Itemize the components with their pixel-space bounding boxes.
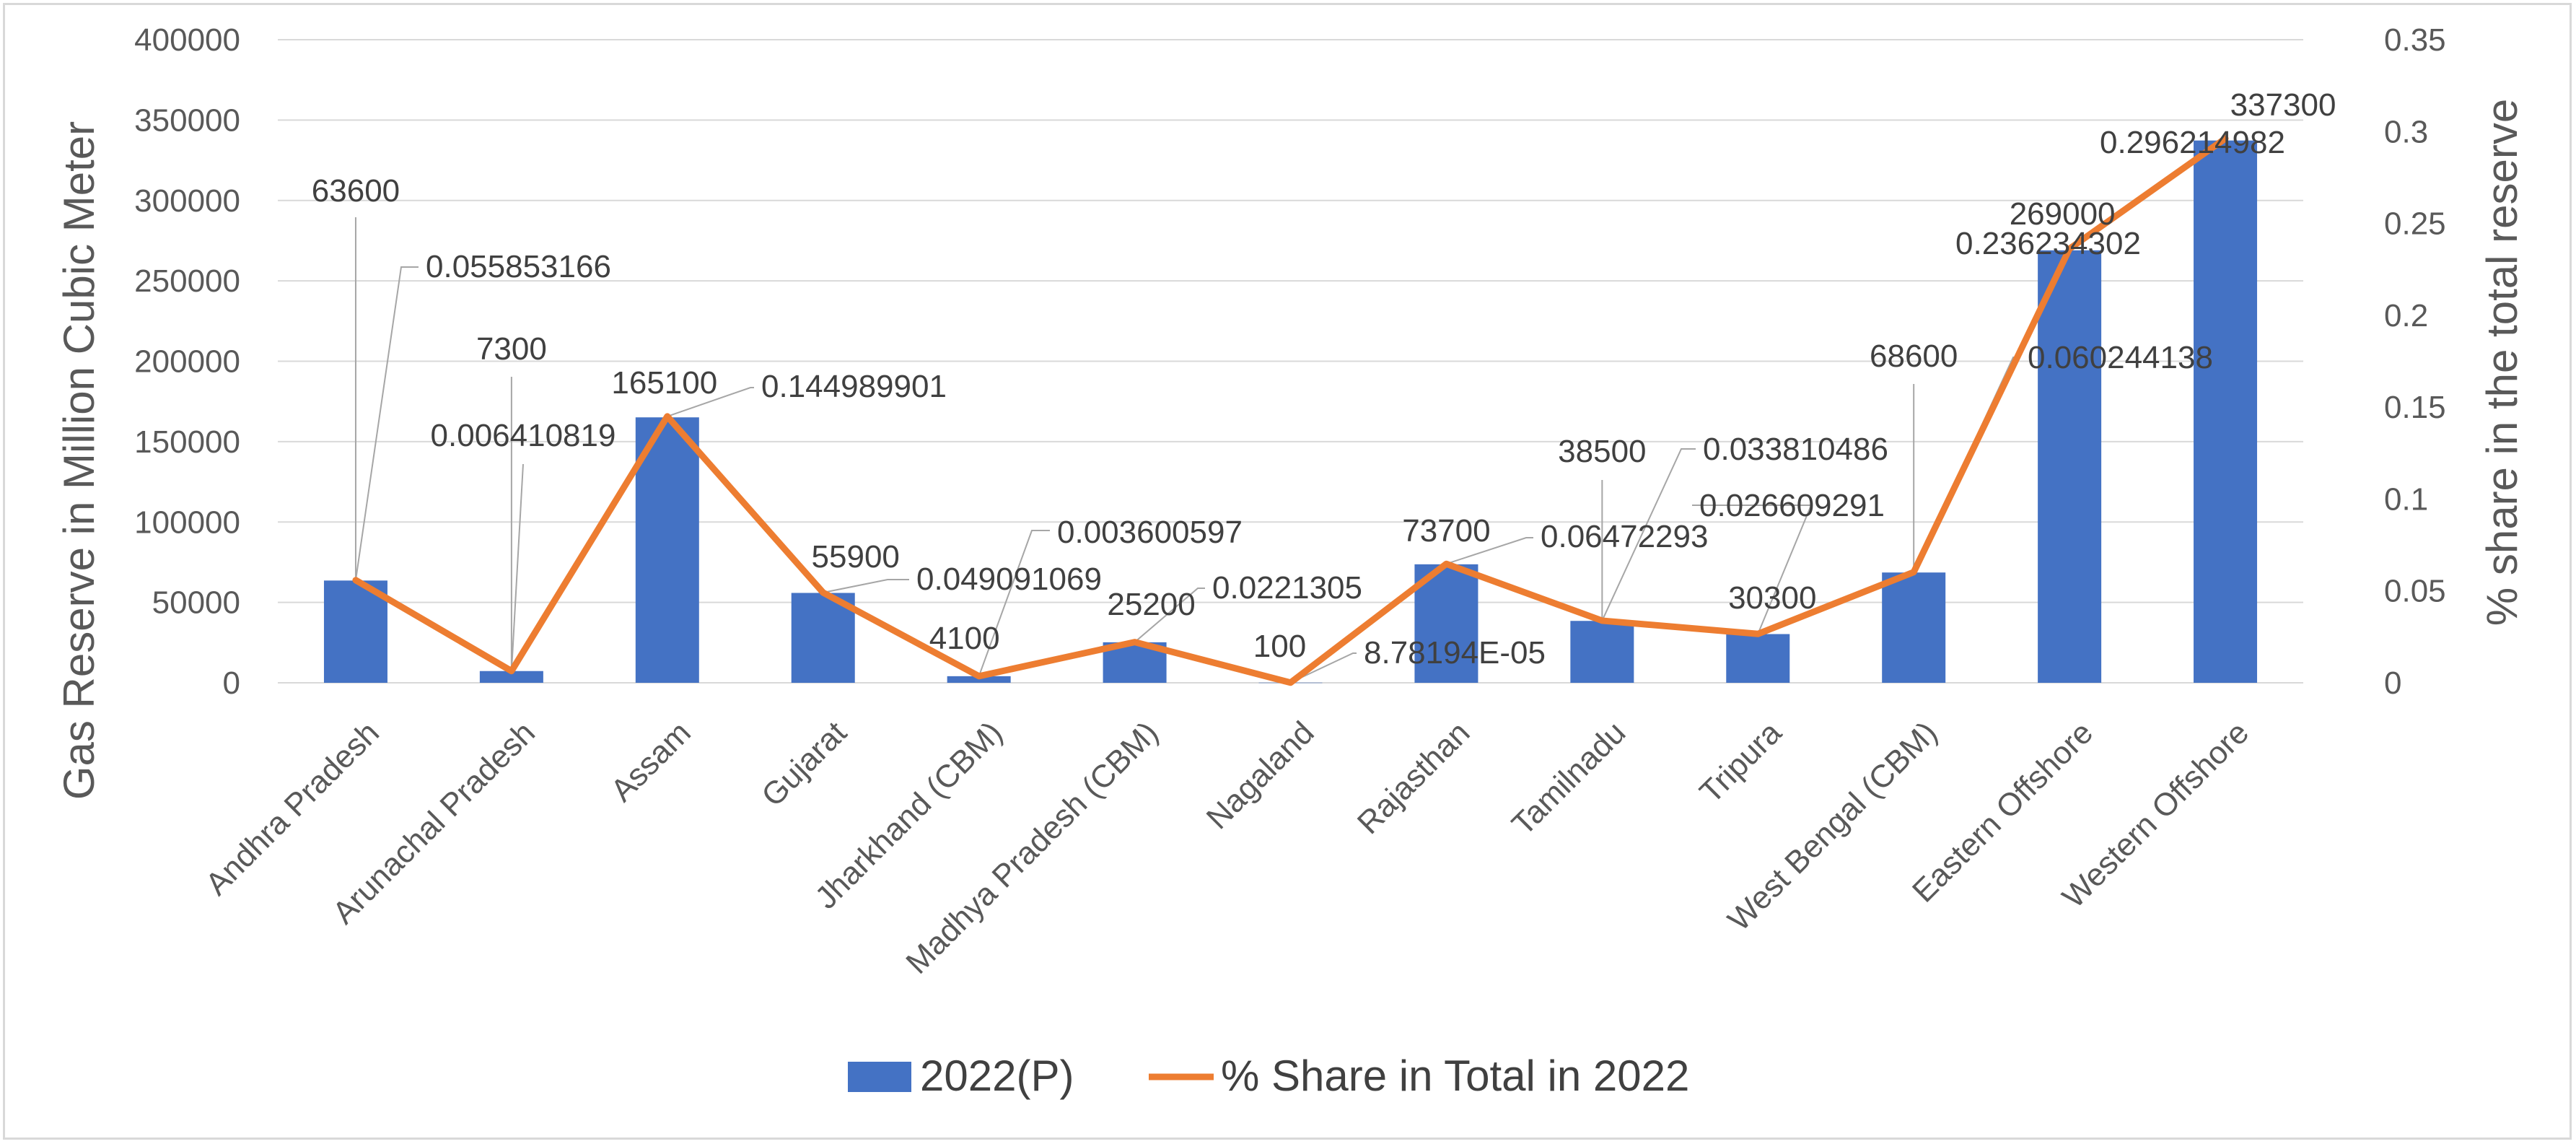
bar-data-label: 38500 [1558,434,1646,469]
bar-series [323,140,2258,684]
bar-data-labels: 63600 7300 165100 55900 4100 25200 100 73700 385… [312,87,2336,664]
left-tick-label: 150000 [134,424,240,460]
right-tick-label: 0.15 [2384,390,2446,425]
legend: 2022(P) % Share in Total in 2022 [848,1052,1689,1100]
y2-axis-title: % share in the total reserve [2478,99,2526,626]
leader-line [823,579,909,594]
line-point [354,579,356,581]
line-point [2225,137,2227,139]
bar-data-label: 7300 [476,331,547,367]
category-label: Assam [604,715,698,808]
bar-data-label: 4100 [929,621,1000,656]
gridlines [278,39,2303,684]
line-data-label: 0.296214982 [2100,125,2285,160]
right-tick-label: 0.3 [2384,114,2428,149]
line-point [2069,248,2071,250]
line-point [978,675,980,677]
legend-swatch-bar [848,1062,911,1092]
line-data-label: 0.06472293 [1541,519,1708,554]
line-point [1601,619,1603,621]
leader-line [667,387,754,417]
line-point [510,670,512,672]
left-tick-label: 100000 [134,505,240,540]
bar-data-label: 73700 [1402,513,1490,549]
left-tick-label: 350000 [134,102,240,138]
leader-line [978,530,1050,677]
left-tick-label: 200000 [134,344,240,380]
category-label: Madhya Pradesh (CBM) [899,715,1165,980]
bar [323,580,387,683]
line-point [1445,563,1447,565]
line-point [666,415,668,417]
line-series [352,135,2229,686]
line-data-label: 0.006410819 [431,418,616,453]
bar [2194,140,2258,683]
bar [2038,250,2102,683]
right-tick-label: 0.1 [2384,481,2428,517]
line-data-labels: 0.055853166 0.006410819 0.144989901 0.04909… [426,125,2285,671]
line-data-label: 0.144989901 [761,369,947,404]
line-data-label: 0.055853166 [426,249,611,284]
bar [791,593,855,683]
legend-label-line: % Share in Total in 2022 [1221,1052,1689,1100]
right-tick-label: 0.2 [2384,298,2428,333]
line-data-label: 0.003600597 [1057,515,1243,550]
y-axis-title: Gas Reserve in Million Cubic Meter [55,121,103,800]
right-tick-label: 0.35 [2384,22,2446,58]
right-tick-label: 0.25 [2384,206,2446,242]
bar-data-label: 30300 [1728,580,1816,616]
line-point [1289,681,1292,684]
line-data-label: 0.033810486 [1703,432,1888,467]
right-tick-label: 0.05 [2384,574,2446,609]
bar [1726,634,1790,683]
bar-data-label: 25200 [1107,587,1195,622]
bar [1882,572,1946,683]
line-point [1913,571,1915,573]
line-data-label: 0.060244138 [2028,340,2213,375]
bar-data-label: 165100 [611,365,717,401]
chart-frame [3,3,2572,1140]
left-tick-label: 50000 [152,585,240,621]
bar-data-label: 55900 [812,539,900,575]
category-label: Tamilnadu [1505,715,1632,842]
right-axis-ticks: 0 0.05 0.1 0.15 0.2 0.25 0.3 0.35 [2384,22,2446,701]
leader-line [1134,588,1205,643]
bar [479,671,543,683]
left-tick-label: 0 [223,665,240,701]
category-label: Tripura [1693,715,1788,810]
leader-line [354,266,419,580]
line-point [1134,641,1136,643]
leader-line [1446,537,1533,565]
leader-line [1692,505,1813,634]
right-tick-label: 0 [2384,665,2401,701]
line-data-label: 0.236234302 [1955,226,2141,261]
legend-label-bar: 2022(P) [920,1052,1074,1100]
bar-data-label: 63600 [312,173,400,209]
bar [1570,621,1634,683]
left-tick-label: 300000 [134,183,240,219]
line-point [822,592,824,594]
line-data-label: 0.049091069 [916,562,1102,597]
left-axis-ticks: 0 50000 100000 150000 200000 250000 300000 3500… [134,22,240,701]
line-point [1757,633,1759,635]
leader-line [1601,448,1696,621]
category-label: Rajasthan [1351,715,1477,841]
leader-line [510,463,524,671]
bar-data-label: 337300 [2230,87,2336,123]
bar-data-label: 269000 [2010,196,2116,232]
category-label: Nagaland [1200,715,1321,836]
line-data-label: 0.026609291 [1699,488,1885,523]
category-label: Gujarat [755,715,854,813]
bar [947,676,1011,683]
bar-data-label: 68600 [1870,339,1958,374]
leader-line [1290,652,1357,684]
bar [635,417,699,683]
bar-data-label: 100 [1253,629,1306,664]
left-tick-label: 250000 [134,263,240,299]
line-data-label: 0.0221305 [1212,570,1362,606]
line-data-label: 8.78194E-05 [1364,635,1546,671]
left-tick-label: 400000 [134,22,240,58]
